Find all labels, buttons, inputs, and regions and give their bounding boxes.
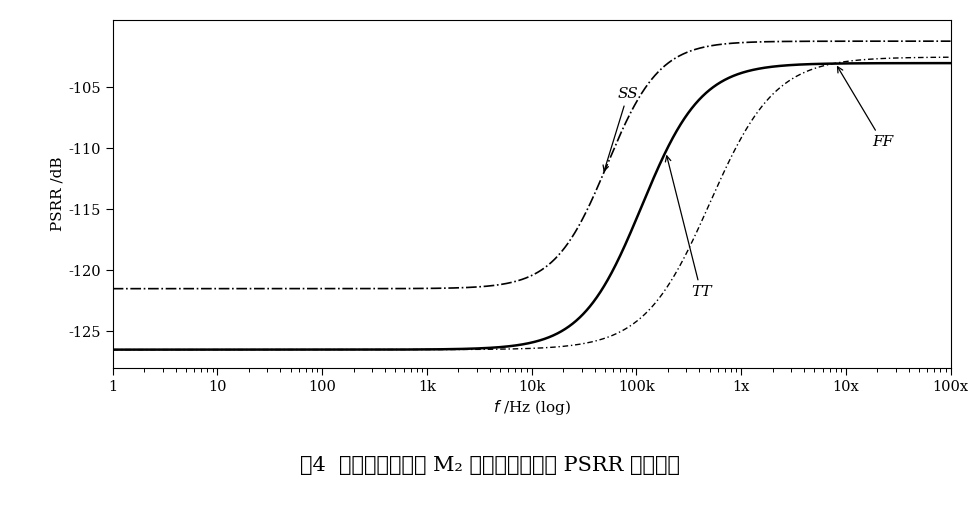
Text: TT: TT [665,156,711,299]
X-axis label: $f$ /Hz (log): $f$ /Hz (log) [493,398,570,417]
Text: SS: SS [603,86,638,171]
Text: FF: FF [838,67,894,149]
Text: 图4  三种模型下增加 M₂ 管后基准电压的 PSRR 特性曲线: 图4 三种模型下增加 M₂ 管后基准电压的 PSRR 特性曲线 [300,455,680,475]
Y-axis label: PSRR /dB: PSRR /dB [50,157,64,231]
